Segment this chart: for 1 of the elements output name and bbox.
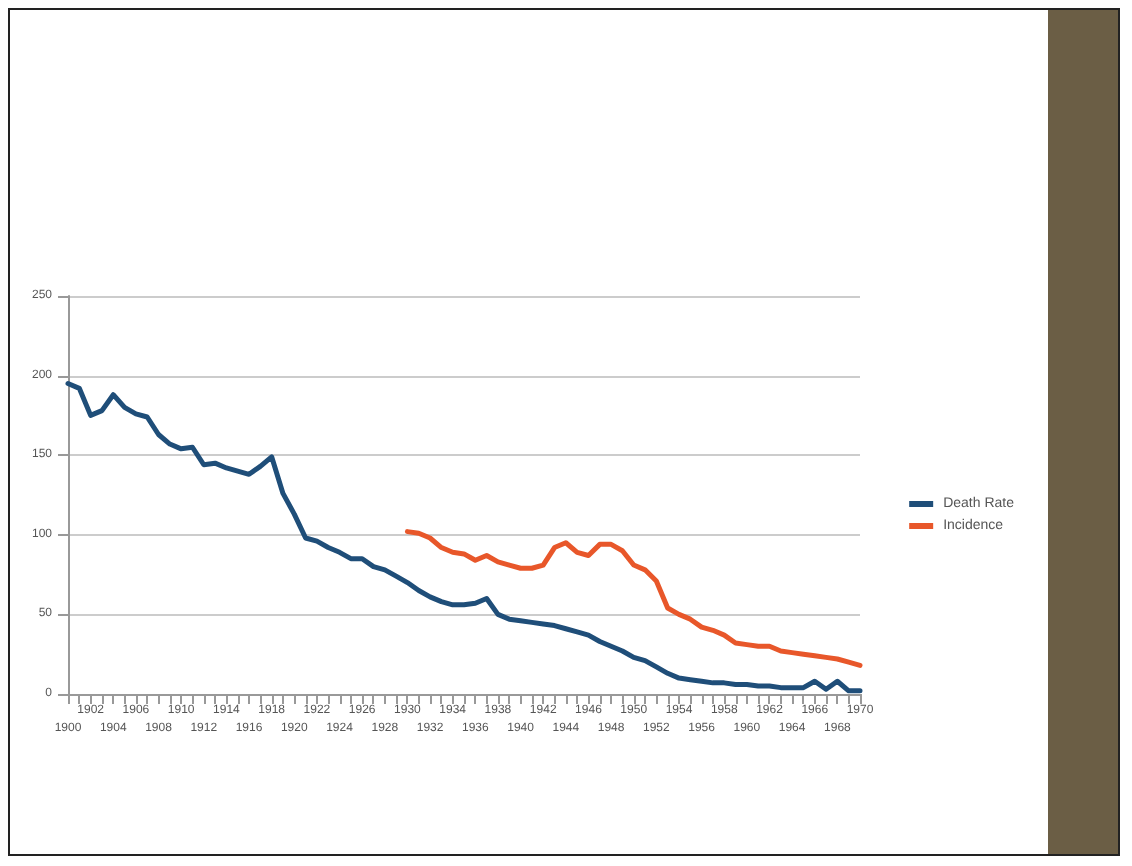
line-series [404,529,863,668]
